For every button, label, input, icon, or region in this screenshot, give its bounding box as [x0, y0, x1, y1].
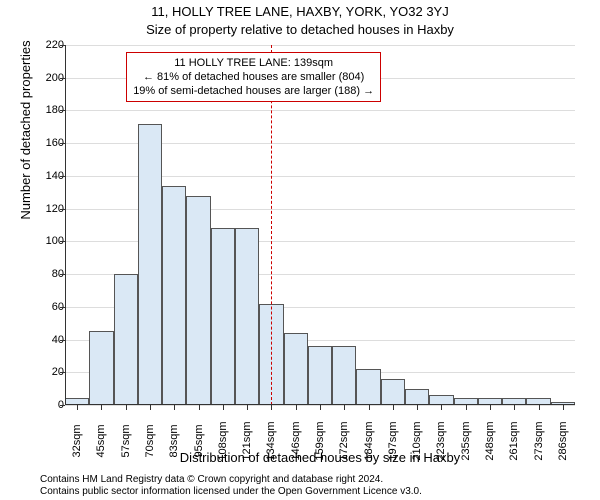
x-tick-mark	[199, 405, 200, 410]
plot-area: 11 HOLLY TREE LANE: 139sqm ← 81% of deta…	[65, 45, 575, 405]
y-axis-label: Number of detached properties	[18, 0, 33, 310]
y-tick-mark	[60, 241, 65, 242]
x-tick-mark	[344, 405, 345, 410]
x-tick-mark	[369, 405, 370, 410]
x-tick-mark	[539, 405, 540, 410]
x-tick-mark	[150, 405, 151, 410]
chart-container: { "title": "11, HOLLY TREE LANE, HAXBY, …	[0, 0, 600, 500]
x-tick-mark	[441, 405, 442, 410]
y-tick-mark	[60, 110, 65, 111]
chart-subtitle: Size of property relative to detached ho…	[0, 22, 600, 37]
axes	[65, 45, 575, 405]
x-tick-mark	[320, 405, 321, 410]
x-tick-mark	[296, 405, 297, 410]
y-tick-mark	[60, 143, 65, 144]
y-tick-mark	[60, 274, 65, 275]
y-tick-mark	[60, 340, 65, 341]
y-axis-ticks: 020406080100120140160180200220	[34, 45, 64, 405]
x-tick-mark	[77, 405, 78, 410]
x-tick-mark	[101, 405, 102, 410]
x-tick-mark	[490, 405, 491, 410]
x-tick-mark	[247, 405, 248, 410]
y-tick-mark	[60, 209, 65, 210]
x-tick-mark	[393, 405, 394, 410]
x-tick-mark	[563, 405, 564, 410]
y-tick-mark	[60, 78, 65, 79]
x-tick-mark	[223, 405, 224, 410]
x-axis-label: Distribution of detached houses by size …	[65, 450, 575, 465]
y-tick-mark	[60, 372, 65, 373]
footer-line1: Contains HM Land Registry data © Crown c…	[40, 474, 422, 486]
y-tick-mark	[60, 176, 65, 177]
x-tick-mark	[514, 405, 515, 410]
y-axis-line	[65, 45, 66, 405]
x-tick-mark	[466, 405, 467, 410]
y-tick-mark	[60, 307, 65, 308]
footer-attribution: Contains HM Land Registry data © Crown c…	[40, 474, 422, 498]
y-tick-mark	[60, 45, 65, 46]
x-tick-mark	[271, 405, 272, 410]
footer-line2: Contains public sector information licen…	[40, 486, 422, 498]
chart-title: 11, HOLLY TREE LANE, HAXBY, YORK, YO32 3…	[0, 4, 600, 19]
y-tick-mark	[60, 405, 65, 406]
x-tick-mark	[126, 405, 127, 410]
x-tick-mark	[417, 405, 418, 410]
x-tick-mark	[174, 405, 175, 410]
